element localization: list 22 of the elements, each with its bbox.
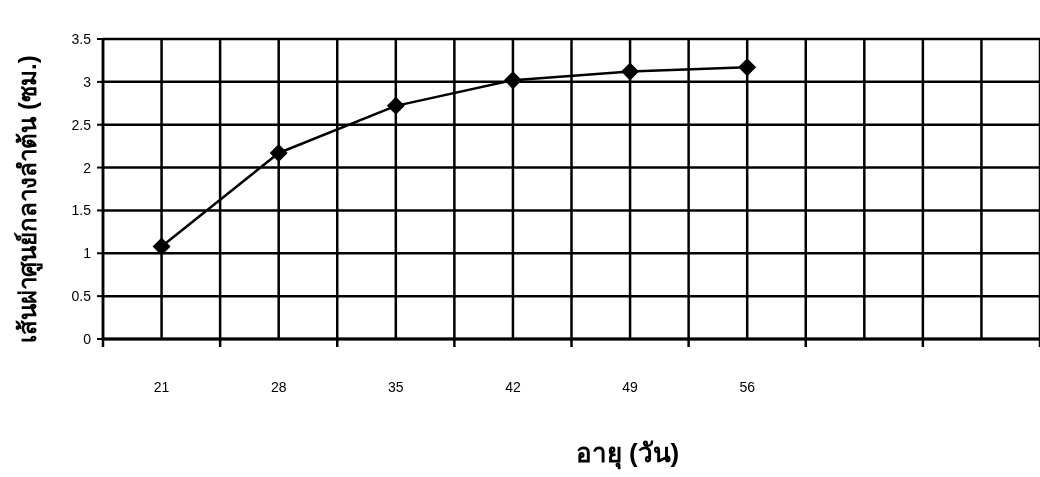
y-tick-label: 3 [83, 73, 92, 90]
point [152, 237, 171, 256]
point [269, 144, 288, 162]
y-tick-label: 1 [83, 245, 92, 262]
x-tick-label: 21 [153, 379, 170, 395]
point [621, 62, 640, 81]
x-tick-label: 28 [270, 379, 287, 395]
y-tick-label: 2.5 [71, 116, 92, 133]
x-tick-label: 42 [505, 379, 521, 395]
point [738, 58, 757, 77]
y-tick-label: 0.5 [71, 288, 92, 305]
x-tick-label: 49 [622, 379, 639, 395]
x-tick-label: 56 [739, 379, 756, 395]
y-tick-label: 3.5 [71, 31, 92, 47]
y-tick-label: 1.5 [71, 202, 92, 219]
x-tick-label: 35 [388, 379, 404, 395]
y-tick-label: 2 [83, 159, 92, 176]
point [503, 71, 522, 90]
point [386, 96, 405, 115]
y-tick-label: 0 [83, 331, 92, 347]
x-axis-title: อายุ (วัน) [575, 438, 680, 470]
y-axis-title: เส้นผ่าศูนย์กลางลำต้น (ซม.) [14, 55, 43, 343]
